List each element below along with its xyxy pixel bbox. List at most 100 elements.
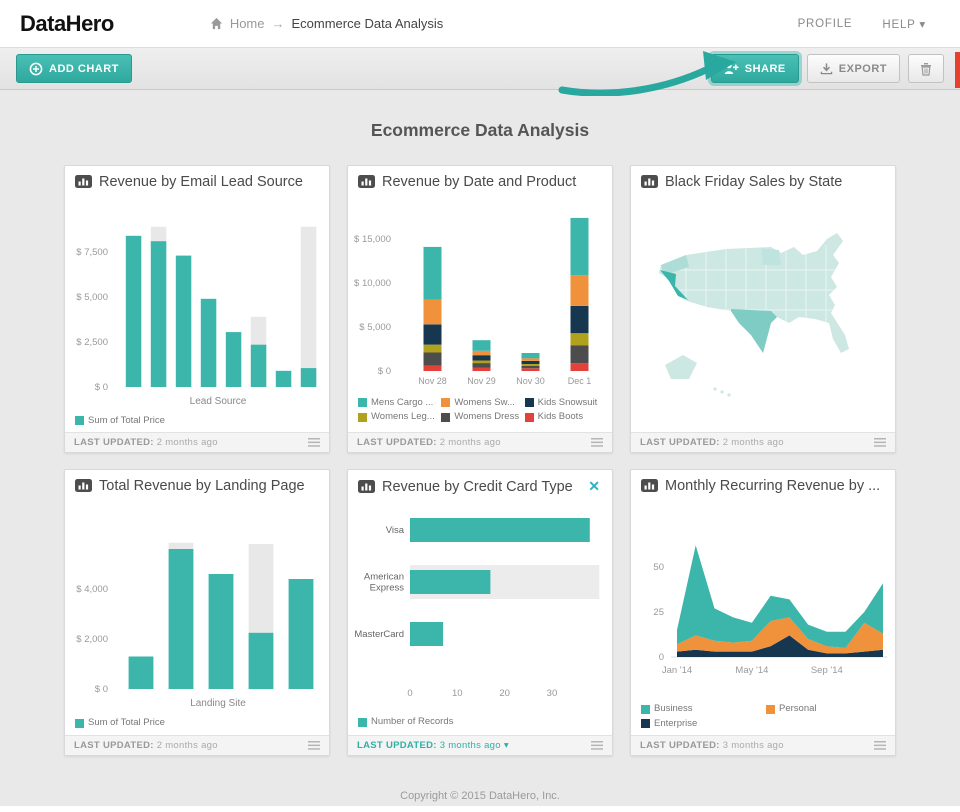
svg-text:American: American [364, 572, 404, 583]
legend-item: Womens Leg... [358, 411, 435, 422]
chart-legend: Number of Records [348, 714, 612, 733]
last-updated: LAST UPDATED: 2 months ago [640, 437, 784, 449]
svg-text:Landing Site: Landing Site [190, 698, 246, 709]
svg-text:0: 0 [659, 652, 664, 663]
last-updated: LAST UPDATED: 3 months ago [640, 740, 784, 752]
card-menu-icon[interactable] [591, 438, 603, 448]
chart-icon [75, 479, 92, 493]
card-menu-icon[interactable] [308, 741, 320, 750]
chart-legend: Sum of Total Price [65, 413, 329, 432]
svg-text:10: 10 [452, 688, 463, 699]
export-button[interactable]: EXPORT [806, 54, 900, 83]
datahero-logo[interactable]: DataHero [20, 10, 114, 36]
chart-card-revenue-by-credit-card-type: Revenue by Credit Card Type ✕ Visa Americ… [347, 469, 613, 757]
plus-circle-icon [29, 62, 43, 75]
chart-icon [641, 175, 658, 188]
chevron-down-icon: ▾ [503, 740, 509, 752]
svg-text:0: 0 [407, 688, 412, 699]
legend-item: Kids Snowsuit [524, 397, 602, 408]
svg-text:Nov 28: Nov 28 [418, 376, 447, 386]
chart-grid: Revenue by Email Lead Source $ 0 $ 2,500 $… [64, 165, 896, 757]
svg-text:Jan '14: Jan '14 [662, 665, 692, 676]
bar-chart: $ 0 $ 2,000 $ 4,000 Landing Site [65, 499, 329, 715]
legend-item: Womens Dress [441, 411, 519, 422]
breadcrumb-separator-icon: → [271, 16, 285, 31]
legend-item: Mens Cargo ... [358, 397, 435, 408]
svg-text:$ 2,000: $ 2,000 [76, 634, 108, 645]
dashboard-toolbar: ADD CHART SHARE EXPORT [0, 48, 960, 97]
share-button[interactable]: SHARE [710, 54, 799, 83]
top-bar: DataHero Home → Ecommerce Data Analysis … [0, 0, 960, 48]
breadcrumb-current: Ecommerce Data Analysis [291, 16, 444, 31]
card-menu-icon[interactable] [874, 438, 886, 448]
svg-text:Dec 1: Dec 1 [568, 376, 592, 386]
legend-item: Business [641, 703, 760, 714]
svg-text:$ 7,500: $ 7,500 [76, 247, 108, 258]
chart-legend: Mens Cargo ... Womens Sw... Kids Snowsuit W… [348, 395, 612, 429]
svg-text:$ 0: $ 0 [95, 684, 108, 695]
legend-item: Sum of Total Price [75, 717, 319, 728]
card-menu-icon[interactable] [308, 438, 320, 448]
bar-chart: $ 0 $ 2,500 $ 5,000 $ 7,500 Lead Source [65, 195, 329, 413]
last-updated-dropdown[interactable]: LAST UPDATED: 3 months ago ▾ [357, 740, 509, 752]
chart-icon [75, 175, 92, 188]
us-choropleth-map [631, 195, 895, 429]
chart-card-total-revenue-by-landing-page: Total Revenue by Landing Page $ 0 $ 2,000… [64, 469, 330, 757]
chart-legend: Sum of Total Price [65, 715, 329, 734]
delete-dashboard-button[interactable] [908, 54, 944, 83]
svg-text:MasterCard: MasterCard [354, 629, 404, 640]
download-icon [820, 63, 833, 75]
copyright: Copyright © 2015 DataHero, Inc. [400, 790, 560, 803]
card-title: Revenue by Date and Product [382, 174, 577, 190]
svg-text:Sep '14: Sep '14 [811, 665, 843, 676]
chart-icon [358, 175, 375, 188]
area-chart: 0 25 50 Jan '14 May '14 Sep '14 [631, 499, 895, 701]
card-title: Monthly Recurring Revenue by ... [665, 478, 881, 495]
svg-text:$ 10,000: $ 10,000 [354, 278, 391, 289]
chart-card-monthly-recurring-revenue: Monthly Recurring Revenue by ... 0 25 50 Ja… [630, 469, 896, 757]
chevron-down-icon: ▾ [919, 18, 926, 31]
svg-text:$ 15,000: $ 15,000 [354, 234, 391, 245]
card-menu-icon[interactable] [591, 741, 603, 750]
page-title: Ecommerce Data Analysis [370, 120, 590, 140]
legend-item: Womens Sw... [441, 397, 518, 408]
chart-card-revenue-by-date-and-product: Revenue by Date and Product $ 0 $ 5,000 $ … [347, 165, 613, 454]
horizontal-bar-chart: Visa American Express MasterCard 0 10 20 30 [348, 500, 612, 714]
chart-icon [358, 479, 375, 493]
svg-text:Nov 30: Nov 30 [516, 376, 545, 386]
svg-text:$ 0: $ 0 [95, 382, 108, 393]
add-person-icon [724, 63, 739, 74]
card-title: Total Revenue by Landing Page [99, 478, 305, 495]
legend-item: Sum of Total Price [75, 415, 319, 426]
breadcrumb-home[interactable]: Home [229, 16, 265, 31]
last-updated: LAST UPDATED: 2 months ago [74, 437, 218, 449]
svg-text:$ 4,000: $ 4,000 [76, 584, 108, 595]
chart-legend: Business Personal Enterprise [631, 701, 895, 735]
svg-text:$ 5,000: $ 5,000 [359, 322, 391, 333]
dashboard-canvas: Ecommerce Data Analysis Revenue by Email… [0, 90, 960, 806]
svg-text:$ 2,500: $ 2,500 [76, 337, 108, 348]
svg-text:20: 20 [499, 688, 510, 699]
breadcrumb: Home → Ecommerce Data Analysis [210, 16, 443, 31]
chart-card-revenue-by-email-lead-source: Revenue by Email Lead Source $ 0 $ 2,500 $… [64, 165, 330, 454]
home-icon [210, 17, 222, 30]
legend-item: Kids Boots [524, 411, 602, 422]
svg-text:30: 30 [547, 688, 558, 699]
profile-link[interactable]: PROFILE [797, 17, 853, 30]
svg-text:50: 50 [653, 562, 664, 573]
add-chart-button[interactable]: ADD CHART [16, 54, 132, 83]
edge-tab[interactable] [955, 52, 960, 88]
svg-text:$ 0: $ 0 [378, 366, 391, 377]
card-title: Black Friday Sales by State [665, 174, 843, 190]
help-menu[interactable]: HELP ▾ [882, 18, 926, 31]
stacked-bar-chart: $ 0 $ 5,000 $ 10,000 $ 15,000 Nov 28 Nov 29 No… [348, 195, 612, 395]
svg-text:25: 25 [653, 607, 664, 618]
chart-icon [641, 479, 658, 493]
top-nav: PROFILE HELP ▾ [798, 17, 926, 31]
svg-text:Nov 29: Nov 29 [467, 376, 496, 386]
close-icon[interactable]: ✕ [588, 478, 600, 495]
card-menu-icon[interactable] [874, 741, 886, 750]
svg-text:$ 5,000: $ 5,000 [76, 292, 108, 303]
svg-text:May '14: May '14 [735, 665, 768, 676]
last-updated: LAST UPDATED: 2 months ago [74, 740, 218, 752]
